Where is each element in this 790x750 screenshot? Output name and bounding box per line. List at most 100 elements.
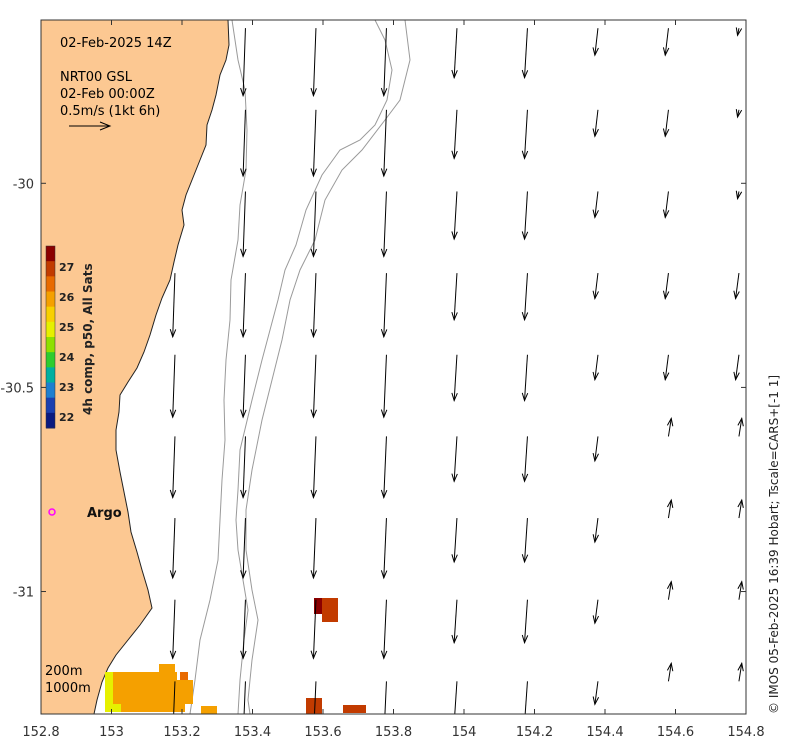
colorbar-tick-24: 24 bbox=[59, 351, 75, 364]
current-vector-head bbox=[451, 634, 458, 645]
current-vector-head bbox=[240, 248, 247, 258]
current-vector-head bbox=[737, 498, 744, 508]
current-vector-head bbox=[592, 534, 600, 544]
current-vector-head bbox=[666, 498, 674, 508]
current-vector-head bbox=[451, 231, 458, 241]
current-vector-head bbox=[521, 392, 529, 402]
current-vector bbox=[453, 599, 458, 643]
current-vector-head bbox=[592, 128, 599, 138]
current-vector-head bbox=[451, 473, 458, 483]
current-vector bbox=[312, 354, 317, 418]
current-vector-head bbox=[521, 231, 529, 241]
current-vector-head bbox=[310, 168, 317, 178]
current-vector-head bbox=[592, 452, 599, 463]
current-vector-head bbox=[666, 416, 674, 427]
product-label: NRT00 GSL bbox=[60, 70, 133, 85]
current-vector bbox=[453, 354, 458, 401]
current-vector-head bbox=[310, 650, 317, 660]
current-vector-head bbox=[310, 248, 317, 258]
colorbar-tick-23: 23 bbox=[59, 381, 74, 394]
current-vector bbox=[383, 599, 387, 659]
current-vector bbox=[664, 273, 669, 299]
colorbar-swatch bbox=[46, 291, 55, 308]
current-vector-head bbox=[592, 209, 599, 219]
scale-arrow bbox=[69, 121, 112, 131]
current-vector-head bbox=[169, 489, 177, 500]
current-vector-head bbox=[310, 489, 317, 500]
current-vector bbox=[667, 418, 672, 437]
current-vector-head bbox=[662, 209, 670, 219]
y-tick-label: -30.5 bbox=[0, 381, 34, 396]
current-vector-head bbox=[666, 661, 674, 672]
colorbar-swatches bbox=[46, 246, 55, 429]
current-vector bbox=[594, 28, 599, 56]
contour-legend-1000m: 1000m bbox=[45, 681, 91, 696]
current-vector bbox=[667, 581, 672, 600]
current-vector bbox=[383, 436, 387, 498]
x-tick-label: 152.8 bbox=[22, 725, 59, 740]
current-vector-head bbox=[310, 570, 317, 580]
x-tick-label: 153.8 bbox=[375, 725, 412, 740]
current-vector bbox=[594, 109, 599, 137]
current-vector bbox=[594, 599, 599, 624]
current-vector-head bbox=[592, 615, 600, 625]
colorbar-swatch bbox=[46, 337, 55, 353]
current-vector-head bbox=[310, 409, 317, 419]
current-vector-head bbox=[666, 580, 674, 590]
sst-cell bbox=[113, 688, 193, 696]
current-vector bbox=[242, 273, 246, 337]
sst-cell bbox=[129, 672, 177, 680]
sst-cell bbox=[343, 705, 359, 713]
current-vector bbox=[243, 681, 246, 714]
current-vector bbox=[312, 28, 317, 96]
current-vector bbox=[242, 109, 246, 177]
current-vector-head bbox=[521, 473, 529, 483]
current-vector bbox=[594, 191, 599, 218]
current-vector bbox=[524, 681, 528, 714]
argo-float-marker[interactable] bbox=[48, 508, 56, 516]
sst-cell bbox=[113, 680, 193, 688]
current-vector-head bbox=[733, 290, 740, 301]
current-vector-head bbox=[451, 554, 458, 564]
current-vector-head bbox=[521, 69, 529, 80]
current-vector bbox=[524, 518, 528, 563]
colorbar-title: 4h comp, p50, All Sats bbox=[81, 263, 95, 415]
current-vector bbox=[453, 273, 458, 320]
current-vector bbox=[454, 681, 458, 714]
current-vector-head bbox=[240, 409, 247, 419]
isobath-1000m bbox=[235, 20, 393, 714]
current-vector bbox=[524, 28, 528, 78]
current-vector bbox=[738, 663, 743, 682]
current-vector bbox=[738, 499, 743, 519]
x-tick-label: 153 bbox=[99, 725, 124, 740]
current-vector-head bbox=[592, 290, 599, 301]
sst-cell bbox=[105, 704, 121, 712]
x-tick-label: 154.2 bbox=[516, 725, 553, 740]
current-vector bbox=[594, 436, 599, 461]
scale-label: 0.5m/s (1kt 6h) bbox=[60, 104, 160, 119]
colorbar-tick-22: 22 bbox=[59, 411, 74, 424]
current-vector-head bbox=[169, 409, 177, 419]
colorbar-tick-26: 26 bbox=[59, 291, 75, 304]
current-vector bbox=[667, 663, 672, 682]
sst-cell bbox=[121, 704, 185, 712]
current-vector bbox=[667, 499, 672, 519]
current-vector-head bbox=[592, 696, 600, 706]
x-tick-label: 154.4 bbox=[586, 725, 623, 740]
current-vector bbox=[594, 354, 599, 380]
current-vector-head bbox=[662, 290, 670, 301]
current-vector bbox=[524, 599, 528, 643]
current-vector-head bbox=[240, 570, 247, 580]
sst-cell bbox=[159, 664, 175, 672]
isobath-1000m-inner bbox=[245, 20, 411, 714]
colorbar-tick-27: 27 bbox=[59, 261, 74, 274]
current-vector-head bbox=[737, 580, 744, 590]
colorbar-swatch bbox=[46, 246, 55, 262]
argo-label: Argo bbox=[87, 506, 122, 521]
current-vectors bbox=[169, 27, 744, 714]
current-vector-head bbox=[380, 409, 388, 419]
current-vector-head bbox=[380, 87, 388, 98]
current-vector bbox=[242, 518, 246, 578]
y-tick-label: -31 bbox=[13, 586, 34, 601]
current-vector bbox=[172, 518, 176, 578]
